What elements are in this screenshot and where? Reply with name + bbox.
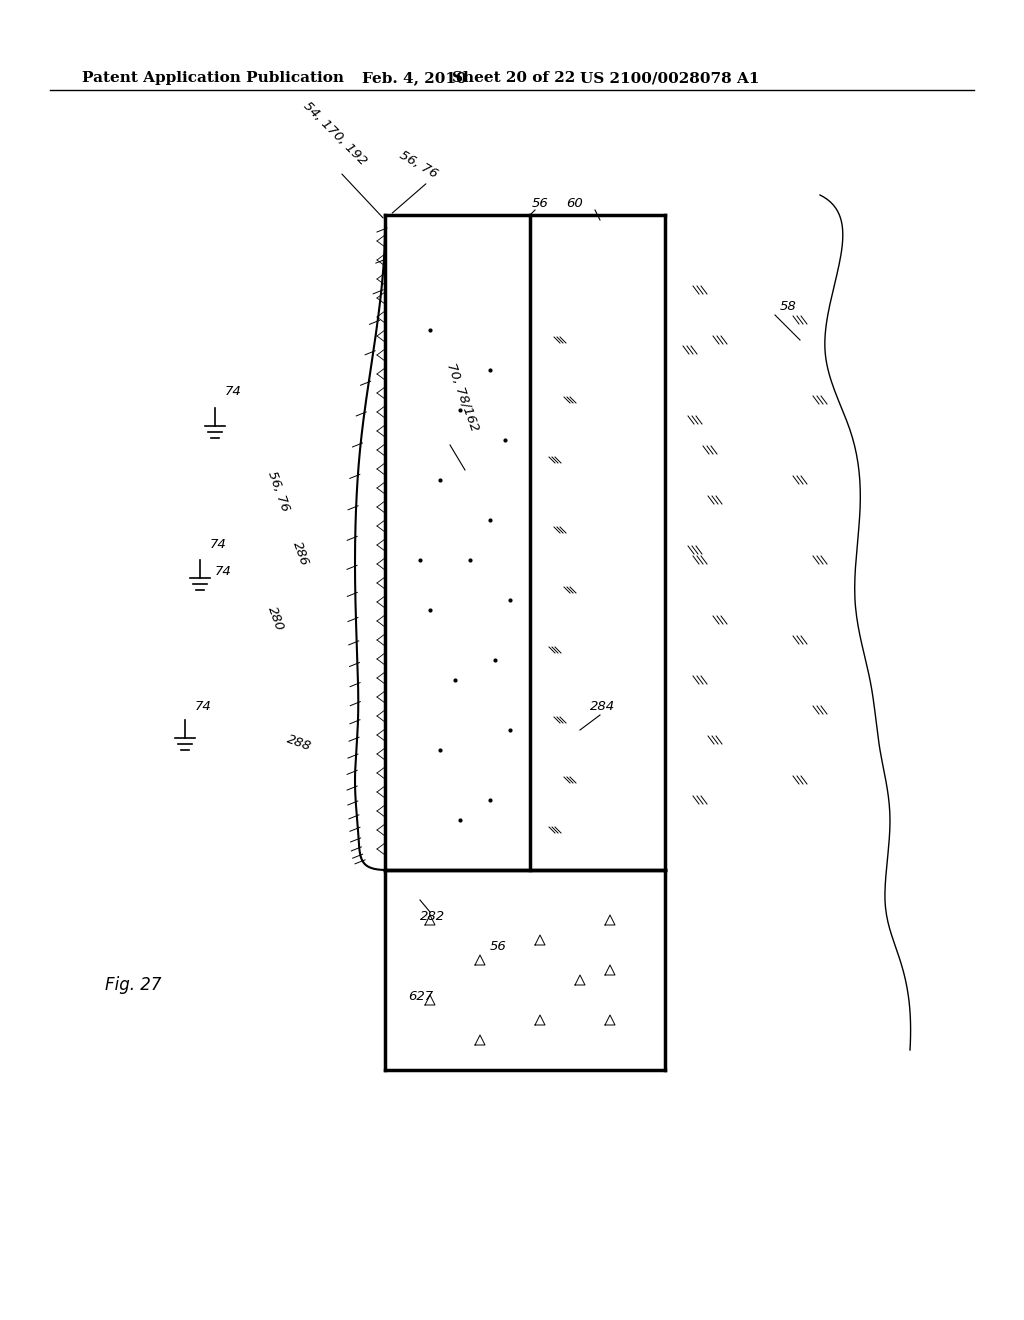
Text: US 2100/0028078 A1: US 2100/0028078 A1 <box>580 71 760 84</box>
Text: 56, 76: 56, 76 <box>265 469 292 513</box>
Text: 288: 288 <box>285 733 313 752</box>
Text: 74: 74 <box>195 700 212 713</box>
Text: 74: 74 <box>215 565 231 578</box>
Text: Sheet 20 of 22: Sheet 20 of 22 <box>452 71 575 84</box>
Text: 56: 56 <box>531 197 549 210</box>
Text: 54, 170, 192: 54, 170, 192 <box>301 99 370 168</box>
Text: 280: 280 <box>265 605 286 634</box>
Text: 74: 74 <box>225 385 242 399</box>
Text: Patent Application Publication: Patent Application Publication <box>82 71 344 84</box>
Text: 58: 58 <box>780 300 797 313</box>
Text: 56: 56 <box>490 940 507 953</box>
Text: 60: 60 <box>566 197 584 210</box>
Text: Feb. 4, 2010: Feb. 4, 2010 <box>362 71 467 84</box>
Text: Fig. 27: Fig. 27 <box>105 975 162 994</box>
Text: 56, 76: 56, 76 <box>396 149 439 181</box>
Text: 286: 286 <box>290 540 311 568</box>
Text: 282: 282 <box>420 909 445 923</box>
Text: 74: 74 <box>210 539 226 550</box>
Text: 70, 78/162: 70, 78/162 <box>445 362 481 433</box>
Text: 284: 284 <box>590 700 615 713</box>
Text: 627: 627 <box>408 990 433 1003</box>
